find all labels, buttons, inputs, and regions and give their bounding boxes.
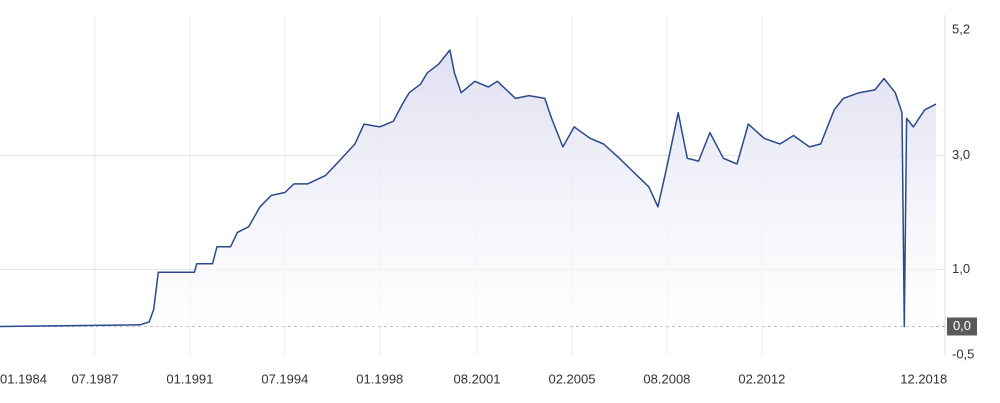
zero-label-box <box>947 317 977 336</box>
y-tick-label: 0,0 <box>953 318 971 333</box>
x-tick-label: 07.1987 <box>71 371 118 386</box>
x-tick-label: 08.2001 <box>454 371 501 386</box>
y-tick-label: -0,5 <box>952 346 974 361</box>
line <box>0 49 937 328</box>
area <box>0 50 936 327</box>
x-tick-label: 02.2005 <box>548 371 595 386</box>
x-tick-label: 08.2008 <box>643 371 690 386</box>
x-tick-label: 12.2018 <box>900 371 947 386</box>
x-tick-label: 01.1991 <box>166 371 213 386</box>
y-tick-label: 5,2 <box>952 21 970 36</box>
x-tick-label: 01.1998 <box>356 371 403 386</box>
x-tick-label: 01.1984 <box>0 371 47 386</box>
y-tick-label: 1,0 <box>952 261 970 276</box>
x-tick-label: 07.1994 <box>261 371 308 386</box>
y-tick-label: 3,0 <box>952 147 970 162</box>
x-tick-label: 02.2012 <box>738 371 785 386</box>
